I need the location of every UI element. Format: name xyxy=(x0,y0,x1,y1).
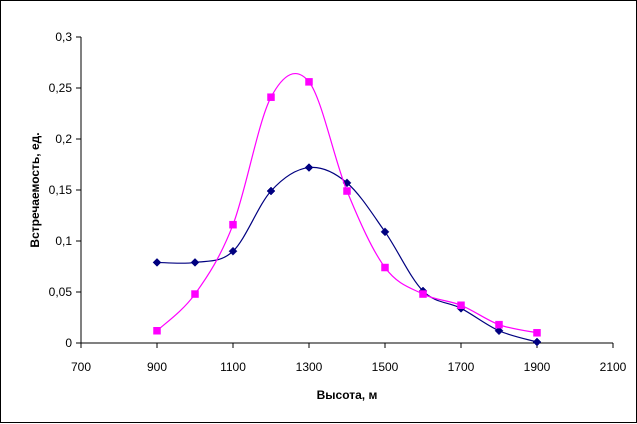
y-tick-label: 0,05 xyxy=(49,285,73,299)
data-point xyxy=(380,227,390,237)
data-point xyxy=(532,337,542,347)
y-tick-label: 0,25 xyxy=(49,81,73,95)
data-point xyxy=(190,258,200,267)
x-axis-title: Высота, м xyxy=(317,388,378,402)
y-axis-ticks: 0 0,05 0,1 0,15 0,2 0,25 0,3 xyxy=(49,30,81,350)
data-point xyxy=(191,290,199,298)
x-tick-label: 900 xyxy=(147,360,167,374)
data-point xyxy=(304,163,314,172)
x-tick-label: 1700 xyxy=(448,360,475,374)
data-point xyxy=(457,301,465,310)
data-point xyxy=(533,329,541,337)
data-point xyxy=(494,326,504,336)
data-point xyxy=(495,320,503,329)
y-tick-label: 0,2 xyxy=(55,132,72,146)
data-point xyxy=(153,327,161,335)
x-tick-label: 1100 xyxy=(220,360,246,374)
data-point xyxy=(381,263,389,272)
y-axis-title: Встречаемость, ед. xyxy=(28,132,42,247)
x-axis-ticks: 700 900 1100 1300 1500 1700 1900 2100 xyxy=(71,343,627,374)
data-point xyxy=(419,290,427,298)
x-tick-label: 700 xyxy=(71,360,91,374)
x-tick-label: 1500 xyxy=(372,360,399,374)
data-point xyxy=(305,78,313,86)
y-tick-label: 0 xyxy=(65,336,72,350)
x-tick-label: 1900 xyxy=(524,360,551,374)
series-line xyxy=(156,72,538,334)
data-point xyxy=(343,187,351,195)
y-tick-label: 0,1 xyxy=(55,234,72,248)
axes: 0 0,05 0,1 0,15 0,2 0,25 0,3 700 900 1100 1300 150… xyxy=(49,30,627,374)
y-tick-label: 0,3 xyxy=(55,30,72,44)
data-point xyxy=(228,246,238,256)
series-layer xyxy=(152,72,542,347)
y-tick-label: 0,15 xyxy=(49,183,73,197)
data-point xyxy=(267,93,275,101)
series-2 xyxy=(153,72,541,337)
x-tick-label: 2100 xyxy=(600,360,627,374)
x-tick-label: 1300 xyxy=(296,360,323,374)
data-point xyxy=(266,186,276,196)
data-point xyxy=(229,220,237,229)
data-point xyxy=(152,258,162,267)
